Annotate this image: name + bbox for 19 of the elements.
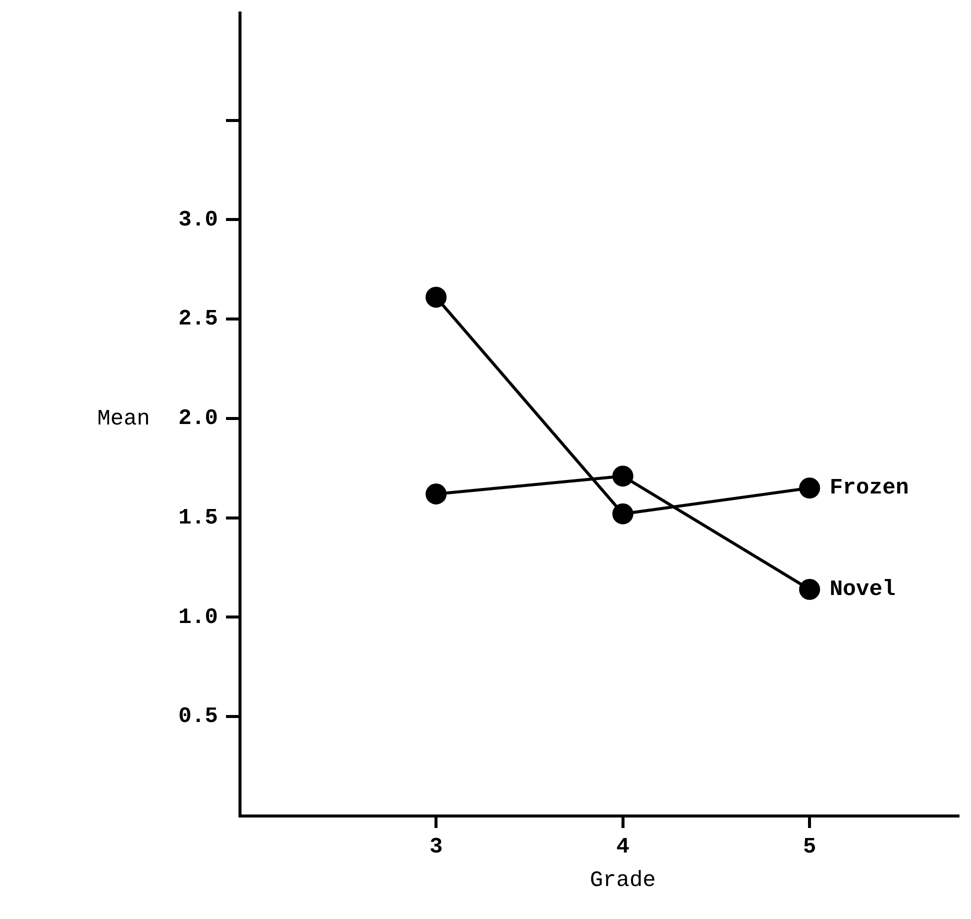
point (799, 578, 820, 600)
series-label: Novel (830, 576, 896, 602)
y-tick-label: 1.5 (178, 505, 218, 530)
y-tick-label: 2.5 (178, 306, 218, 332)
point (426, 286, 447, 308)
y-tick-label: 2.0 (178, 406, 218, 432)
series-label: Frozen (830, 476, 909, 501)
point (426, 484, 447, 505)
x-tick-label: 3 (429, 834, 443, 860)
point (612, 466, 634, 487)
y-tick-label: 1.0 (178, 604, 218, 630)
point (799, 478, 820, 499)
x-tick-label: 5 (802, 834, 816, 860)
y-tick-label: 3.0 (178, 207, 218, 232)
y-tick-label: 0.5 (178, 704, 218, 730)
x-axis-title: Grade (590, 868, 656, 893)
point (612, 503, 634, 524)
y-axis-title: Mean (97, 406, 150, 432)
x-tick-label: 4 (616, 834, 630, 860)
